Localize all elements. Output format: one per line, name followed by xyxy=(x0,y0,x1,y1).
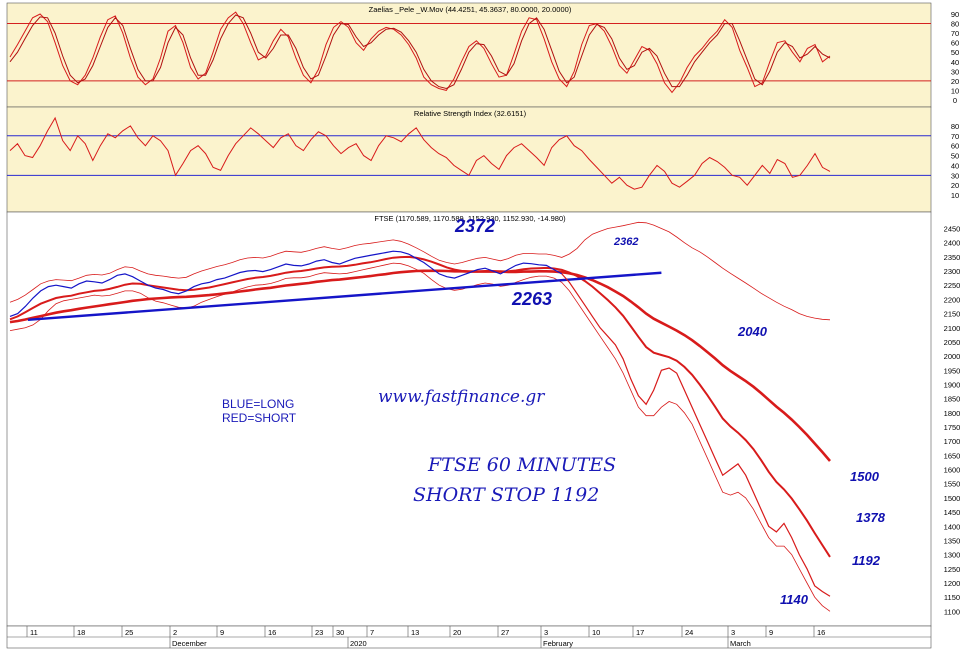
price-tick-label: 1950 xyxy=(944,366,961,375)
level-1192-label: 1192 xyxy=(852,553,881,568)
x-tick-label: 2 xyxy=(173,628,177,637)
price-tick-label: 2250 xyxy=(944,281,961,290)
price-tick-label: 1450 xyxy=(944,508,961,517)
y-tick-label: 70 xyxy=(951,132,959,141)
price-tick-label: 2400 xyxy=(944,239,961,248)
price-tick-label: 2100 xyxy=(944,324,961,333)
caption-line-2: SHORT STOP 1192 xyxy=(413,484,599,506)
x-tick-label: 16 xyxy=(268,628,276,637)
level-2040-label: 2040 xyxy=(737,324,768,339)
y-tick-label: 70 xyxy=(951,29,959,38)
x-tick-label: 30 xyxy=(336,628,344,637)
y-tick-label: 60 xyxy=(951,142,959,151)
price-tick-label: 1500 xyxy=(944,494,961,503)
y-tick-label: 20 xyxy=(951,77,959,86)
price-tick-label: 1400 xyxy=(944,522,961,531)
price-tick-label: 2350 xyxy=(944,253,961,262)
x-tick-label: 7 xyxy=(370,628,374,637)
price-tick-label: 1900 xyxy=(944,380,961,389)
high-label: 2362 xyxy=(613,236,638,248)
price-tick-label: 1850 xyxy=(944,395,961,404)
x-tick-label: 18 xyxy=(77,628,85,637)
price-tick-label: 2050 xyxy=(944,338,961,347)
y-tick-label: 50 xyxy=(951,152,959,161)
price-tick-label: 1700 xyxy=(944,437,961,446)
long-moving-average-line xyxy=(9,269,831,462)
price-tick-label: 1650 xyxy=(944,451,961,460)
price-tick-label: 1150 xyxy=(944,593,960,602)
level-1500-label: 1500 xyxy=(850,469,880,484)
x-tick-label: 25 xyxy=(125,628,133,637)
x-tick-label: 24 xyxy=(685,628,693,637)
x-group-label: December xyxy=(172,639,207,648)
x-tick-label: 16 xyxy=(817,628,825,637)
x-group-label: February xyxy=(543,639,573,648)
rsi-panel xyxy=(6,106,932,213)
x-tick-label: 23 xyxy=(315,628,323,637)
price-tick-label: 2300 xyxy=(944,267,961,276)
x-tick-label: 20 xyxy=(453,628,461,637)
support-trendline xyxy=(27,271,662,322)
x-tick-label: 17 xyxy=(636,628,644,637)
x-group-label: March xyxy=(730,639,751,648)
y-tick-label: 40 xyxy=(951,58,959,67)
y-tick-label: 80 xyxy=(951,122,959,131)
oscillator-title: Zaelias _Pele _W.Mov (44.4251, 45.3637, … xyxy=(369,5,572,14)
oscillator-series-line xyxy=(9,11,831,94)
upper-band-line xyxy=(9,221,831,321)
y-tick-label: 30 xyxy=(951,171,959,180)
price-tick-label: 1800 xyxy=(944,409,961,418)
price-tick-label: 1750 xyxy=(944,423,961,432)
x-tick-label: 13 xyxy=(411,628,419,637)
price-tick-label: 1200 xyxy=(944,579,961,588)
price-tick-label: 1250 xyxy=(944,565,961,574)
price-tick-label: 2000 xyxy=(944,352,961,361)
y-tick-label: 40 xyxy=(951,161,959,170)
y-tick-label: 30 xyxy=(951,67,959,76)
rsi-series-line xyxy=(9,116,831,190)
y-tick-label: 90 xyxy=(951,10,959,19)
legend-long: BLUE=LONG xyxy=(222,397,294,411)
price-title: FTSE (1170.589, 1170.589, 1152.930, 1152… xyxy=(374,214,566,223)
y-tick-label: 20 xyxy=(951,181,959,190)
price-line-long xyxy=(9,250,563,317)
peak-label: 2372 xyxy=(454,216,495,236)
support-label: 2263 xyxy=(511,289,552,309)
y-tick-label: 10 xyxy=(951,86,959,95)
price-tick-label: 1550 xyxy=(944,480,961,489)
oscillator-panel xyxy=(6,2,932,108)
y-tick-label: 50 xyxy=(951,48,959,57)
level-1140-label: 1140 xyxy=(780,592,809,607)
price-tick-label: 1300 xyxy=(944,551,961,560)
y-tick-label: 60 xyxy=(951,39,959,48)
price-tick-label: 1350 xyxy=(944,536,961,545)
y-tick-label: 10 xyxy=(951,191,959,200)
price-tick-label: 2450 xyxy=(944,225,961,234)
legend-short: RED=SHORT xyxy=(222,411,297,425)
price-tick-label: 1100 xyxy=(944,607,960,616)
x-tick-label: 10 xyxy=(592,628,600,637)
x-tick-label: 9 xyxy=(220,628,224,637)
y-tick-label: 80 xyxy=(951,20,959,29)
price-tick-label: 2150 xyxy=(944,310,961,319)
price-tick-label: 1600 xyxy=(944,466,961,475)
caption-line-1: FTSE 60 MINUTES xyxy=(427,454,616,476)
x-tick-label: 3 xyxy=(731,628,735,637)
x-group-label: 2020 xyxy=(350,639,367,648)
oscillator-series-line xyxy=(9,14,831,90)
price-panel xyxy=(6,211,932,627)
y-tick-label: 0 xyxy=(953,96,957,105)
x-tick-label: 9 xyxy=(769,628,773,637)
x-tick-label: 27 xyxy=(501,628,509,637)
price-tick-label: 2200 xyxy=(944,295,961,304)
rsi-title: Relative Strength Index (32.6151) xyxy=(414,109,527,118)
level-1378-label: 1378 xyxy=(856,510,886,525)
price-line-short xyxy=(561,273,831,597)
x-tick-label: 11 xyxy=(30,628,38,637)
website-note: www.fastfinance.gr xyxy=(378,387,545,407)
x-tick-label: 3 xyxy=(544,628,548,637)
